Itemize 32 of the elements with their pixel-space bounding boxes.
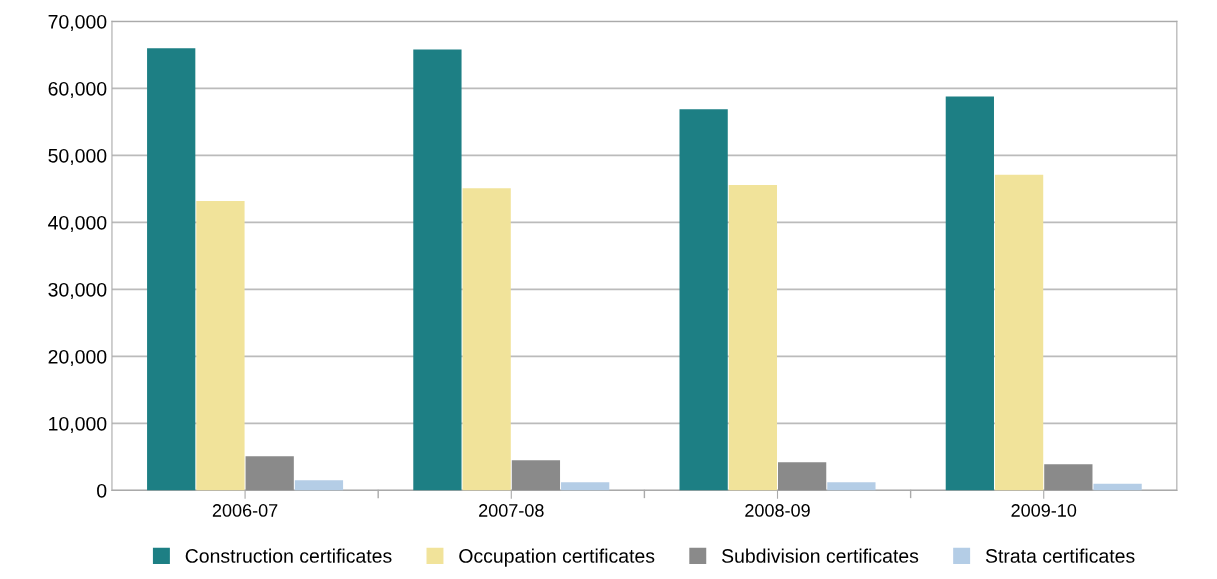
y-tick-label: 40,000 — [48, 215, 107, 232]
y-tick-label: 10,000 — [49, 416, 107, 433]
x-tick-label: 2006-07 — [212, 504, 278, 517]
bar — [945, 96, 994, 491]
bar — [196, 200, 245, 491]
y-tick-label: 50,000 — [48, 148, 107, 165]
bar — [294, 480, 344, 491]
y-tick-label: 60,000 — [48, 81, 107, 98]
y-tick-label: 30,000 — [48, 282, 107, 299]
bar — [413, 49, 462, 491]
bar — [511, 460, 561, 491]
bar — [728, 184, 778, 491]
legend-label: Occupation certificates — [459, 548, 655, 567]
bar — [827, 482, 876, 491]
x-tick-label: 2008-09 — [745, 504, 810, 517]
bar — [245, 456, 294, 491]
bar — [778, 462, 827, 491]
bar — [147, 48, 196, 491]
y-tick-label: 0 — [97, 483, 107, 498]
legend-label: Strata certificates — [985, 548, 1135, 563]
y-tick-label: 70,000 — [48, 14, 107, 31]
bar — [462, 188, 511, 491]
bar — [1044, 464, 1093, 491]
bar — [1093, 483, 1142, 491]
legend-label: Subdivision certificates — [721, 548, 919, 563]
legend-label: Construction certificates — [185, 548, 392, 563]
bar — [994, 174, 1044, 491]
bar — [561, 482, 610, 491]
y-tick-label: 20,000 — [48, 349, 107, 366]
bar — [679, 109, 728, 491]
x-tick-label: 2009-10 — [1011, 504, 1077, 517]
x-tick-label: 2007-08 — [479, 504, 544, 517]
